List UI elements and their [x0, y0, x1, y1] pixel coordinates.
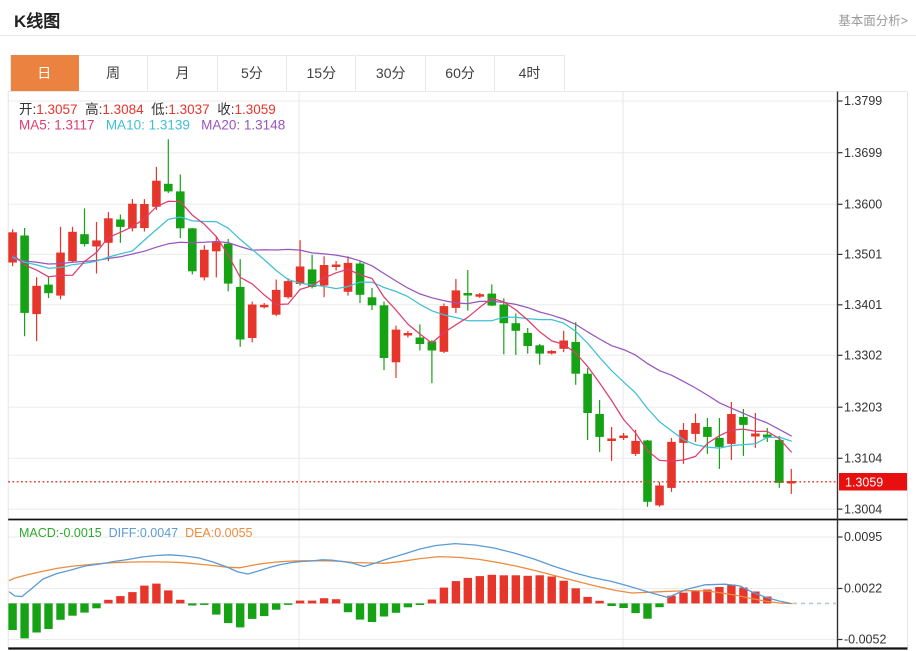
- svg-text:1.3501: 1.3501: [844, 248, 882, 262]
- svg-text:1.3699: 1.3699: [844, 146, 882, 160]
- svg-text:MACD:-0.0015 DIFF:0.0047 DEA: MACD:-0.0015 DIFF:0.0047 DEA:0.0055: [19, 526, 253, 540]
- svg-text:1.3104: 1.3104: [844, 452, 882, 466]
- svg-text:开:1.3057 高:1.3084 低:1.3037: 开:1.3057 高:1.3084 低:1.3037 收:1.3059: [19, 101, 276, 117]
- svg-text:1.3059: 1.3059: [845, 476, 883, 490]
- svg-text:0.0022: 0.0022: [844, 582, 882, 596]
- svg-text:1.3302: 1.3302: [844, 349, 882, 363]
- svg-text:0.0095: 0.0095: [844, 530, 882, 544]
- svg-text:1.3799: 1.3799: [844, 94, 882, 108]
- svg-text:1.3401: 1.3401: [844, 298, 882, 312]
- svg-text:1.3004: 1.3004: [844, 502, 882, 516]
- svg-text:1.3203: 1.3203: [844, 400, 882, 414]
- svg-text:-0.0052: -0.0052: [844, 633, 886, 647]
- svg-text:MA5: 1.3117 MA10: 1.3139 M: MA5: 1.3117 MA10: 1.3139 MA20: 1.3148: [19, 118, 285, 133]
- svg-text:1.3600: 1.3600: [844, 198, 882, 212]
